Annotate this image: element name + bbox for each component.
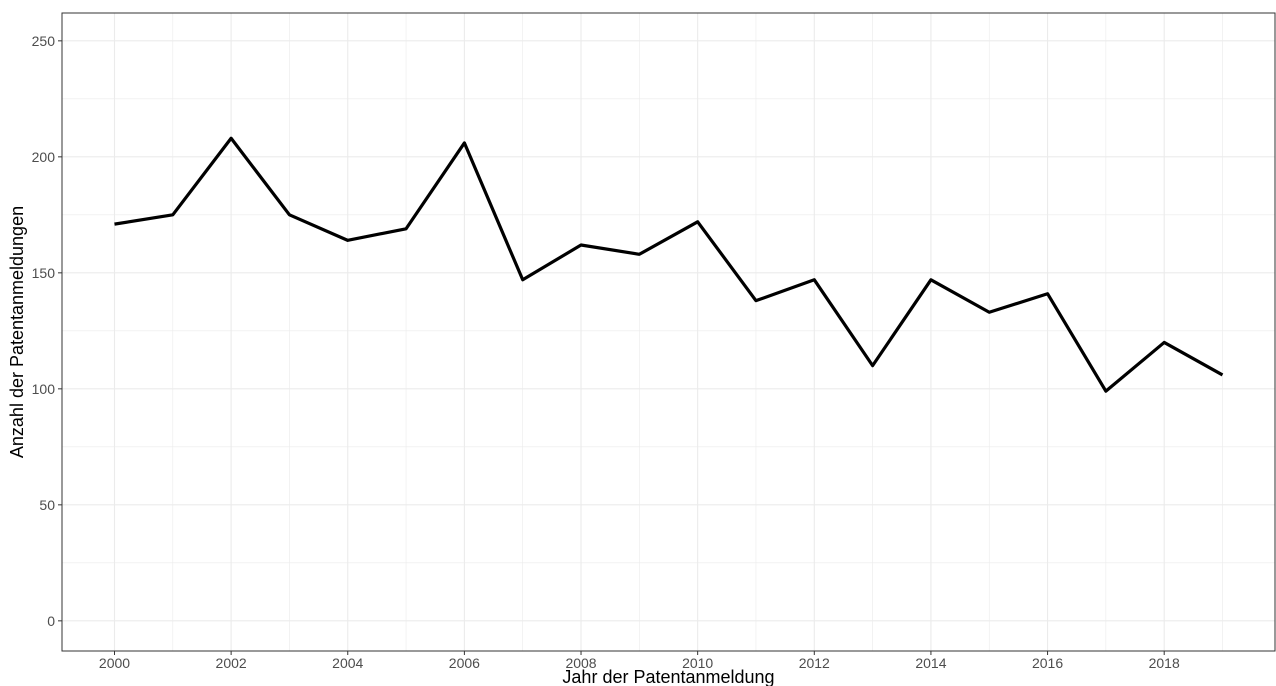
y-tick-label: 150 xyxy=(32,265,56,281)
y-tick-label: 0 xyxy=(47,613,55,629)
panel-border xyxy=(61,12,1276,652)
x-tick-label: 2014 xyxy=(915,655,946,671)
y-axis-title: Anzahl der Patentanmeldungen xyxy=(7,206,27,458)
x-tick-label: 2010 xyxy=(682,655,713,671)
grid-major-lines xyxy=(62,13,1275,651)
x-axis-ticks: 2000 2002 2004 2006 2008 2010 2012 2014 2016 2018 xyxy=(99,651,1180,671)
y-tick-label: 200 xyxy=(32,149,56,165)
x-tick-label: 2006 xyxy=(449,655,480,671)
x-tick-label: 2004 xyxy=(332,655,363,671)
y-tick-label: 250 xyxy=(32,33,56,49)
grid-minor-lines xyxy=(62,13,1275,651)
x-tick-label: 2000 xyxy=(99,655,130,671)
y-tick-label: 50 xyxy=(39,497,55,513)
x-tick-label: 2018 xyxy=(1149,655,1180,671)
series-layer xyxy=(114,136,1224,393)
x-tick-label: 2012 xyxy=(799,655,830,671)
x-axis-title: Jahr der Patentanmeldung xyxy=(562,667,774,686)
series-line-0 xyxy=(114,136,1224,393)
x-tick-label: 2016 xyxy=(1032,655,1063,671)
y-axis-ticks: 0 50 100 150 200 250 xyxy=(32,33,62,629)
x-tick-label: 2008 xyxy=(565,655,596,671)
x-tick-label: 2002 xyxy=(216,655,247,671)
y-tick-label: 100 xyxy=(32,381,56,397)
